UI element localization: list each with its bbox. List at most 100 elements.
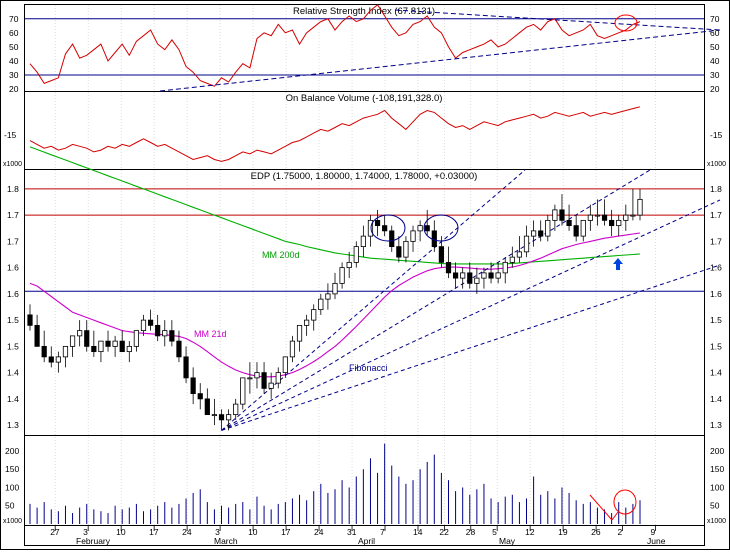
candle-body-up [62, 345, 69, 358]
candle-body-up [360, 235, 366, 248]
rsi-tick-label-right: 60 [710, 28, 720, 38]
price-tick-label-left: 1.6 [7, 289, 19, 299]
candle-body-down [176, 340, 182, 358]
price-tick-label-right: 1.3 [710, 420, 722, 430]
candle-body-up [403, 240, 409, 258]
candle-body-up [516, 251, 523, 258]
candle-body-up [545, 219, 551, 237]
candle-body-up [332, 282, 338, 295]
price-tick-label-left: 1.7 [7, 236, 19, 246]
rsi-tick-label-right: 30 [710, 70, 720, 80]
volume-tick-label-right: 50 [710, 501, 720, 511]
candle-body-down [445, 261, 452, 274]
price-tick-label-right: 1.7 [710, 236, 722, 246]
volume-tick-label-right: 100 [710, 482, 724, 492]
candle-body-up [112, 340, 118, 347]
candle-body-up [282, 356, 288, 374]
x-tick-label: 2 [617, 527, 622, 537]
volume-tick-label-right: 200 [710, 446, 724, 456]
rsi-tick-label-left: 30 [9, 70, 19, 80]
candle-body-down [438, 246, 444, 263]
marks-layer [27, 14, 643, 524]
volume-scale-right: x1000 [707, 518, 726, 525]
price-tick-label-right: 1.6 [710, 263, 722, 273]
rsi-support-trendline [159, 29, 721, 92]
price-tick-label-right: 1.7 [710, 210, 722, 220]
volume-tick-label-left: 200 [5, 446, 19, 456]
candle-body-up [247, 377, 253, 380]
x-tick-label: 17 [149, 527, 159, 537]
candle-body-down [389, 230, 395, 248]
candle-body-up [481, 272, 487, 279]
candle-body-up [495, 272, 501, 279]
candle-body-down [601, 214, 608, 221]
rsi-tick-label-left: 20 [9, 84, 19, 94]
candle-body-down [84, 330, 90, 347]
date-axis [24, 525, 705, 546]
candle-body-up [140, 319, 147, 332]
price-tick-label-right: 1.5 [710, 315, 722, 325]
candle-body-up [233, 403, 239, 416]
candle-body-up [275, 372, 281, 384]
ma200-label: MM 200d [262, 250, 300, 260]
x-tick-label: 10 [248, 527, 258, 537]
rsi-tick-label-left: 70 [9, 14, 19, 24]
candle-body-down [27, 314, 33, 326]
candle-body-down [488, 272, 494, 279]
volume-trend-line-up [611, 511, 619, 521]
candle-body-down [452, 272, 459, 279]
candle-body-up [594, 214, 601, 217]
candle-body-up [98, 340, 104, 353]
candle-body-down [48, 356, 54, 363]
arrow-shape [613, 258, 623, 270]
candle-body-up [531, 230, 537, 237]
price-tick-label-left: 1.5 [7, 315, 19, 325]
candle-body-up [55, 356, 61, 363]
month-label: June [647, 536, 666, 546]
candle-body-down [382, 225, 388, 232]
price-tick-label-right: 1.5 [710, 341, 722, 351]
candle-body-up [630, 214, 636, 217]
price-tick-label-left: 1.8 [7, 184, 19, 194]
fibonacci-label: Fibonacci [349, 363, 388, 373]
candle-body-down [424, 225, 430, 232]
rsi-tick-label-left: 40 [9, 56, 19, 66]
candle-body-up [552, 209, 558, 221]
rsi-tick-label-left: 60 [9, 28, 19, 38]
rsi-highlight-circle [614, 14, 638, 32]
price-tick-label-right: 1.6 [710, 289, 722, 299]
candle-body-down [566, 219, 572, 227]
x-tick-label: 14 [413, 527, 423, 537]
candle-body-down [34, 324, 40, 347]
price-tick-label-left: 1.7 [7, 210, 19, 220]
candle-body-down [374, 219, 381, 227]
candle-body-up [616, 219, 622, 227]
candle-body-down [609, 219, 615, 227]
candle-body-up [339, 267, 345, 284]
candle-body-down [41, 345, 47, 358]
candle-body-down [91, 345, 97, 353]
candle-body-up [240, 377, 246, 405]
fibonacci-fan-line [221, 264, 721, 431]
candle-body-down [119, 340, 125, 353]
candle-body-up [623, 214, 629, 221]
price-panel [24, 169, 705, 436]
candle-body-down [218, 414, 225, 421]
x-tick-label: 7 [380, 527, 385, 537]
candle-body-up [367, 219, 374, 237]
candle-body-up [126, 345, 132, 353]
candle-body-down [197, 393, 203, 400]
obv-scale-right: x1000 [707, 161, 726, 168]
fibonacci-fan-line [221, 199, 721, 431]
top-circle-1 [370, 214, 406, 242]
candle-body-up [69, 335, 76, 347]
candle-body-down [155, 324, 161, 337]
x-tick-label: 24 [314, 527, 324, 537]
volume-tick-label-right: 150 [710, 464, 724, 474]
month-label: April [358, 536, 375, 546]
candle-body-up [417, 225, 423, 232]
rsi-series-line [29, 4, 641, 87]
candle-body-up [318, 298, 324, 311]
rsi-tick-label-right: 20 [710, 84, 720, 94]
candle-body-down [467, 272, 473, 284]
